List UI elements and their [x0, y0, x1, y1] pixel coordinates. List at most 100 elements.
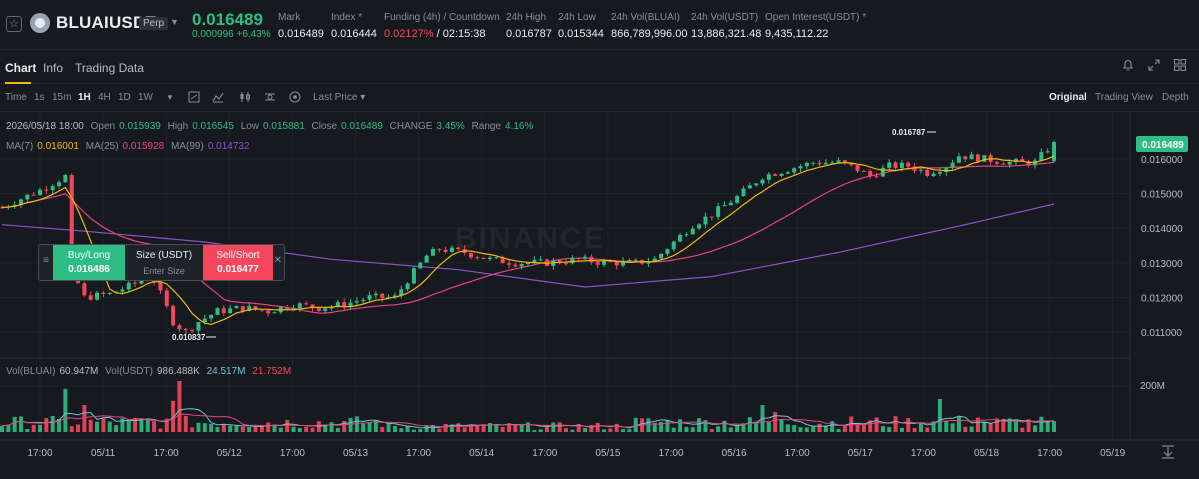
- price-tick-label: 0.013000: [1141, 259, 1183, 270]
- layout-grid-icon[interactable]: [1172, 58, 1188, 74]
- indicator-settings-icon[interactable]: [186, 90, 202, 106]
- settings-gear-icon[interactable]: [287, 90, 303, 106]
- volume-bar: [487, 423, 492, 432]
- time-tick-label: 05/15: [595, 448, 620, 459]
- close-widget-icon[interactable]: ✕: [273, 255, 282, 266]
- volume-bar: [392, 425, 397, 432]
- drag-handle-icon[interactable]: ≡: [43, 255, 49, 266]
- volume-bar: [152, 421, 157, 432]
- volume-bar: [145, 419, 150, 432]
- size-input[interactable]: [129, 264, 199, 278]
- volume-bar: [1039, 416, 1044, 432]
- view-trading-view[interactable]: Trading View: [1095, 92, 1153, 103]
- volume-bar: [899, 427, 904, 432]
- candle: [874, 173, 879, 179]
- tab-info[interactable]: Info: [43, 61, 64, 75]
- buy-long-button[interactable]: Buy/Long 0.016486: [53, 245, 125, 280]
- candle: [760, 178, 765, 186]
- volume-bar: [266, 422, 271, 432]
- candle: [513, 262, 518, 268]
- candle: [190, 328, 195, 333]
- time-tick-label: 17:00: [406, 448, 431, 459]
- ma-legend[interactable]: MA(7) 0.016001 MA(25) 0.015928 MA(99) 0.014…: [6, 141, 250, 152]
- sell-short-button[interactable]: Sell/Short 0.016477: [203, 245, 273, 280]
- chart-type-icon[interactable]: [237, 90, 253, 106]
- price-change: 0.000996 +6.43%: [192, 29, 271, 40]
- time-tick-label: 17:00: [154, 448, 179, 459]
- volume-legend[interactable]: Vol(BLUAI) 60.947M Vol(USDT) 986.488K 24.5…: [6, 366, 292, 377]
- volume-ma-sell: [1, 413, 1055, 428]
- candle: [804, 161, 809, 170]
- chart-grid: [0, 112, 1130, 440]
- volume-bar: [576, 423, 581, 432]
- stat-open-interest[interactable]: Open Interest(USDT) * 9,435,112.22: [765, 12, 867, 40]
- volume-bar: [481, 424, 486, 432]
- bell-icon[interactable]: [1120, 58, 1136, 74]
- volume-bar: [564, 428, 569, 432]
- volume-bar: [335, 427, 340, 432]
- candle: [12, 201, 17, 209]
- interval-time[interactable]: Time: [5, 92, 27, 103]
- stat-funding[interactable]: Funding (4h) / Countdown 0.02127% / 02:1…: [384, 12, 500, 40]
- volume-bar: [722, 420, 727, 432]
- candle: [354, 297, 359, 307]
- volume-bar: [659, 421, 664, 432]
- stat-index[interactable]: Index * 0.016444: [331, 12, 377, 40]
- scroll-to-latest-icon[interactable]: [1162, 445, 1174, 459]
- volume-bar: [234, 425, 239, 432]
- candle: [392, 292, 397, 300]
- interval-1w[interactable]: 1W: [138, 92, 153, 103]
- candle: [570, 254, 575, 265]
- candle: [430, 246, 435, 256]
- interval-more-caret-icon[interactable]: ▼: [166, 93, 174, 102]
- candle: [266, 309, 271, 317]
- candle: [50, 184, 55, 195]
- price-type-dropdown[interactable]: Last Price ▾: [313, 92, 366, 103]
- stat-24h-vol-usdt: 24h Vol(USDT) 13,886,321.48: [691, 12, 762, 40]
- interval-4h[interactable]: 4H: [98, 92, 111, 103]
- candle: [969, 151, 974, 160]
- interval-1s[interactable]: 1s: [34, 92, 45, 103]
- tab-trading-data[interactable]: Trading Data: [75, 61, 144, 75]
- candle: [779, 173, 784, 178]
- time-tick-label: 17:00: [280, 448, 305, 459]
- volume-bar: [773, 412, 778, 432]
- interval-1d[interactable]: 1D: [118, 92, 131, 103]
- volume-bar: [551, 422, 556, 432]
- favorite-star-icon[interactable]: ☆: [6, 16, 22, 32]
- size-field: Size (USDT): [125, 245, 203, 280]
- candle: [0, 205, 4, 209]
- candle: [405, 281, 410, 292]
- stat-24h-vol-bluai: 24h Vol(BLUAI) 866,789,996.00: [611, 12, 688, 40]
- volume-bar: [836, 428, 841, 432]
- candle: [177, 323, 182, 332]
- volume-bar: [95, 421, 100, 432]
- view-original[interactable]: Original: [1049, 92, 1087, 103]
- expand-icon[interactable]: [1146, 58, 1162, 74]
- volume-bar: [1007, 418, 1012, 432]
- time-tick-label: 17:00: [532, 448, 557, 459]
- time-tick-label: 17:00: [27, 448, 52, 459]
- volume-bar: [449, 424, 454, 432]
- candle: [456, 246, 461, 251]
- interval-1h[interactable]: 1H: [78, 92, 91, 103]
- symbol-dropdown-caret-icon[interactable]: ▼: [170, 17, 179, 27]
- candle: [633, 258, 638, 262]
- candle: [164, 287, 169, 309]
- volume-bar: [830, 421, 835, 432]
- volume-bar: [329, 422, 334, 432]
- drawing-tools-icon[interactable]: [262, 90, 278, 106]
- symbol-name[interactable]: BLUAIUSDT: [56, 13, 157, 32]
- view-depth[interactable]: Depth: [1162, 92, 1189, 103]
- volume-bar: [589, 424, 594, 432]
- volume-bar: [545, 425, 550, 432]
- volume-bar: [703, 420, 708, 432]
- volume-bar: [247, 427, 252, 432]
- candle: [88, 291, 93, 301]
- interval-15m[interactable]: 15m: [52, 92, 72, 103]
- indicators-icon[interactable]: [210, 90, 226, 106]
- perp-badge: Perp: [139, 17, 169, 30]
- tab-chart[interactable]: Chart: [5, 61, 37, 75]
- candle: [792, 167, 797, 176]
